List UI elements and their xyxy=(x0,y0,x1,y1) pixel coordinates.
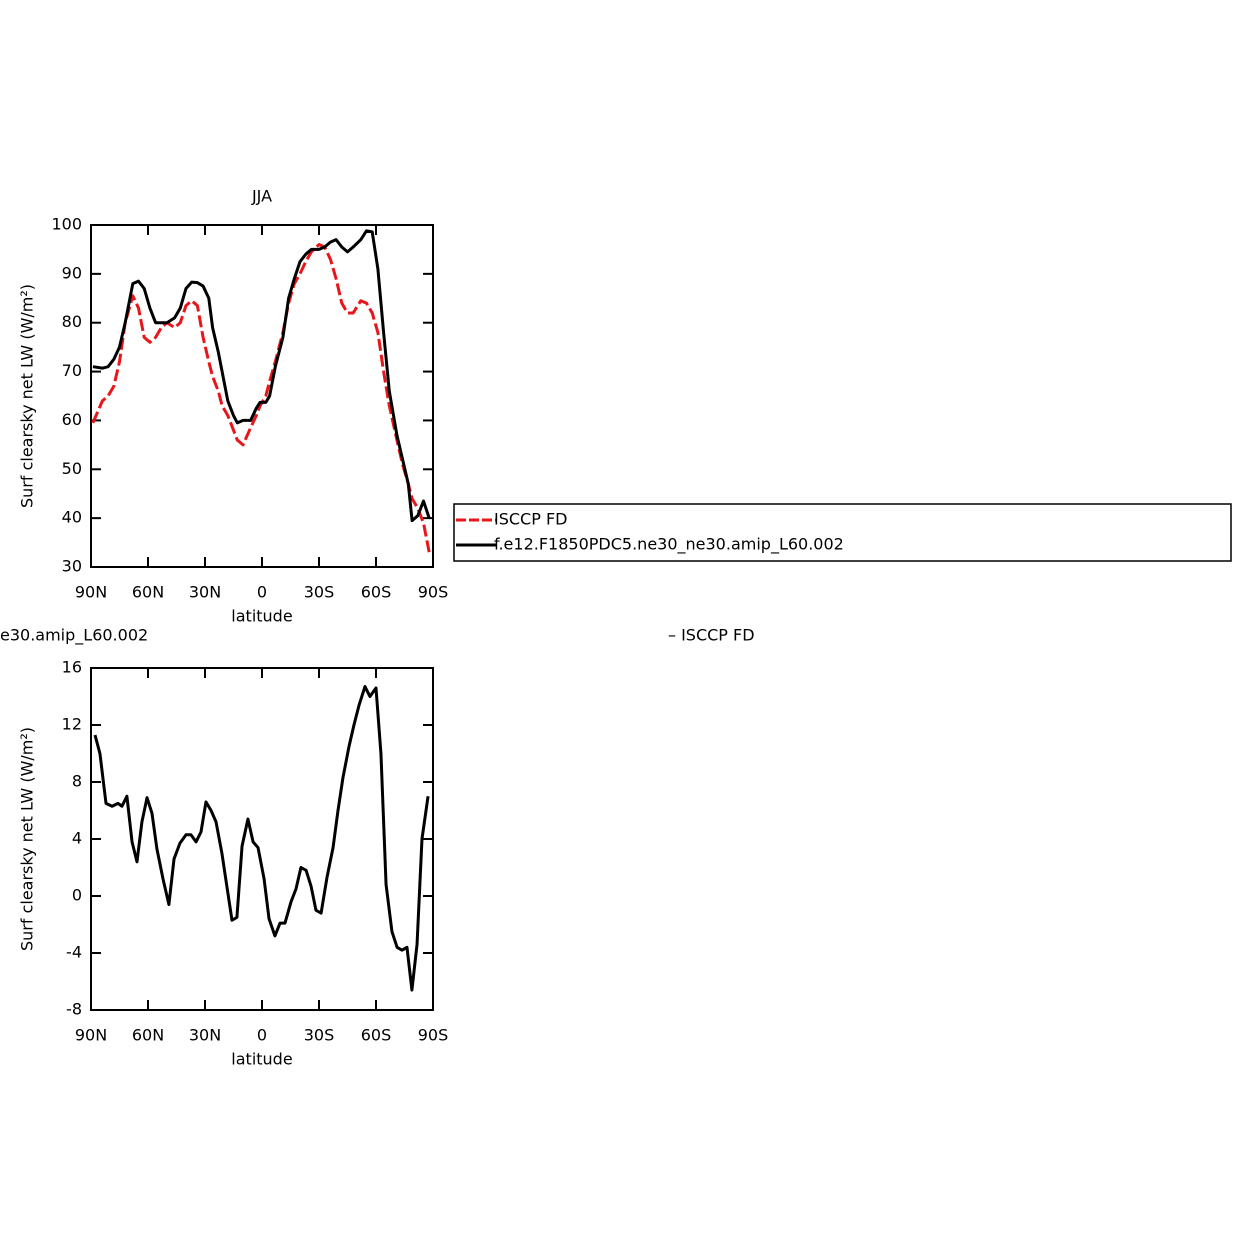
legend-label: f.e12.F1850PDC5.ne30_ne30.amip_L60.002 xyxy=(494,535,844,555)
y-tick-label: 40 xyxy=(62,508,82,527)
x-tick-label: 90S xyxy=(418,583,449,602)
y-tick-label: 50 xyxy=(62,459,82,478)
y-tick-label: 16 xyxy=(62,658,82,677)
x-tick-label: 90N xyxy=(75,1026,107,1045)
x-tick-label: 30S xyxy=(304,1026,335,1045)
legend-label: ISCCP FD xyxy=(494,510,567,529)
x-tick-label: 0 xyxy=(257,583,267,602)
plot-frame xyxy=(90,667,434,1011)
y-tick-label: 90 xyxy=(62,263,82,282)
y-tick-label: -4 xyxy=(66,943,82,962)
x-tick-label: 60S xyxy=(361,1026,392,1045)
y-tick-label: 60 xyxy=(62,410,82,429)
data-line xyxy=(93,685,430,992)
y-tick-label: 30 xyxy=(62,557,82,576)
x-tick-label: 60S xyxy=(361,583,392,602)
plot-frame xyxy=(90,224,434,568)
chart-title-right: – ISCCP FD xyxy=(668,626,755,645)
x-tick-label: 30S xyxy=(304,583,335,602)
y-tick-label: 0 xyxy=(72,886,82,905)
y-axis-label: Surf clearsky net LW (W/m²) xyxy=(18,727,37,951)
x-tick-label: 60N xyxy=(132,1026,164,1045)
x-axis-label: latitude xyxy=(231,607,292,626)
data-line xyxy=(92,229,431,523)
y-tick-label: 4 xyxy=(72,829,82,848)
x-tick-label: 30N xyxy=(189,1026,221,1045)
chart-title-left: e30.amip_L60.002 xyxy=(0,626,148,646)
y-tick-label: 8 xyxy=(72,772,82,791)
y-axis-label: Surf clearsky net LW (W/m²) xyxy=(18,284,37,508)
chart-title: JJA xyxy=(251,187,272,206)
x-tick-label: 30N xyxy=(189,583,221,602)
data-line xyxy=(91,243,431,553)
x-tick-label: 60N xyxy=(132,583,164,602)
y-tick-label: -8 xyxy=(66,1000,82,1019)
x-tick-label: 90N xyxy=(75,583,107,602)
x-tick-label: 90S xyxy=(418,1026,449,1045)
y-tick-label: 80 xyxy=(62,312,82,331)
y-tick-label: 70 xyxy=(62,361,82,380)
y-tick-label: 100 xyxy=(51,215,82,234)
x-tick-label: 0 xyxy=(257,1026,267,1045)
x-axis-label: latitude xyxy=(231,1050,292,1069)
y-tick-label: 12 xyxy=(62,715,82,734)
legend-box xyxy=(453,503,1232,562)
